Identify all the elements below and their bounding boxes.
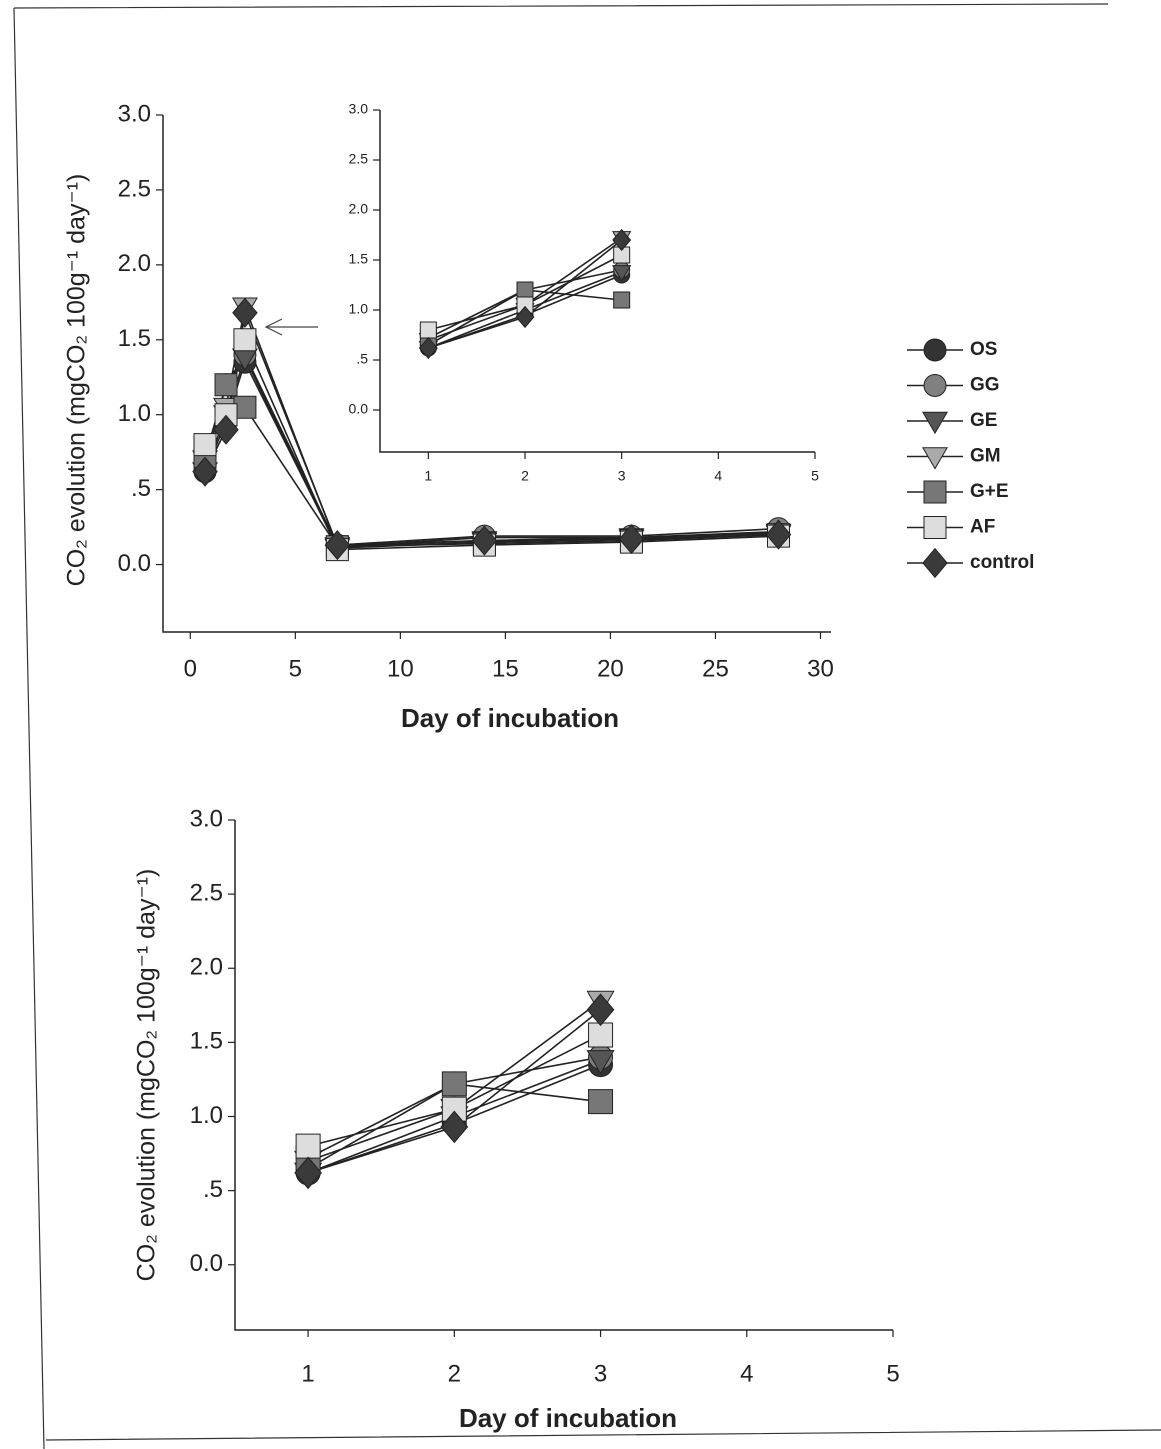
marker xyxy=(586,993,615,1027)
series-line xyxy=(204,355,779,549)
x-tick-label: 15 xyxy=(492,655,519,682)
axis-line xyxy=(162,115,831,633)
x-tick-label: 4 xyxy=(714,468,722,484)
marker xyxy=(213,414,239,445)
y-tick-label: 3.0 xyxy=(349,101,369,117)
x-tick-label: 2 xyxy=(448,1360,461,1387)
x-tick-label: 1 xyxy=(424,468,432,484)
series-line xyxy=(204,383,779,548)
marker xyxy=(516,281,534,299)
marker xyxy=(193,433,217,457)
y-tick-label: 2.5 xyxy=(118,175,151,202)
marker xyxy=(588,1089,614,1115)
page-frame xyxy=(13,3,1161,1449)
x-tick-label: 5 xyxy=(811,468,819,484)
series-line xyxy=(204,337,779,551)
legend-marker xyxy=(922,547,948,579)
y-tick-label: 0.0 xyxy=(349,401,369,417)
axis-line xyxy=(234,820,893,1331)
marker xyxy=(232,297,258,328)
x-tick-label: 3 xyxy=(594,1360,607,1387)
legend-label: GM xyxy=(970,446,1001,467)
axis-line xyxy=(379,110,815,453)
marker xyxy=(618,524,645,555)
y-tick-label: 2.0 xyxy=(190,954,223,981)
y-tick-label: .5 xyxy=(203,1176,223,1203)
x-tick-label: 4 xyxy=(740,1360,753,1387)
marker xyxy=(588,1022,614,1048)
y-tick-label: 2.0 xyxy=(349,201,369,217)
pointer-arrow xyxy=(264,318,318,336)
marker xyxy=(295,1133,321,1159)
marker xyxy=(324,530,351,561)
x-tick-label: 25 xyxy=(702,655,729,682)
x-tick-label: 5 xyxy=(289,655,302,682)
y-tick-label: 1.5 xyxy=(349,251,369,267)
marker xyxy=(419,321,437,339)
marker xyxy=(613,291,631,309)
marker xyxy=(612,228,632,252)
y-tick-label: 1.0 xyxy=(118,400,151,427)
marker xyxy=(471,525,498,556)
x-axis-label: Day of incubation xyxy=(401,703,619,733)
y-tick-label: 1.5 xyxy=(118,325,151,352)
x-tick-label: 10 xyxy=(387,655,414,682)
x-tick-label: 30 xyxy=(807,655,834,682)
legend-label: OS xyxy=(970,339,997,360)
x-axis-label: Day of incubation xyxy=(459,1403,677,1433)
x-tick-label: 1 xyxy=(301,1360,314,1387)
y-tick-label: 0.0 xyxy=(190,1250,223,1277)
legend-marker xyxy=(923,480,947,504)
marker xyxy=(440,1110,469,1144)
legend-marker xyxy=(923,338,947,362)
marker xyxy=(294,1156,322,1190)
marker xyxy=(765,519,792,550)
y-tick-label: 0.0 xyxy=(118,550,151,577)
marker xyxy=(233,328,257,352)
marker xyxy=(418,336,438,360)
y-tick-label: 1.0 xyxy=(349,301,369,317)
legend-label: G+E xyxy=(970,481,1009,502)
y-tick-label: .5 xyxy=(131,475,151,502)
marker xyxy=(586,1050,615,1075)
y-tick-label: 3.0 xyxy=(190,805,223,832)
y-axis-label: CO₂ evolution (mgCO₂ 100g⁻¹ day⁻¹) xyxy=(133,869,161,1282)
legend-marker xyxy=(923,516,947,539)
series-line xyxy=(204,353,779,546)
legend-marker xyxy=(922,447,948,470)
y-tick-label: 1.5 xyxy=(190,1028,223,1055)
marker xyxy=(441,1096,467,1122)
legend-label: GE xyxy=(970,410,997,431)
y-tick-label: .5 xyxy=(356,351,368,367)
marker xyxy=(192,456,218,487)
marker xyxy=(611,265,632,282)
marker xyxy=(441,1071,467,1097)
x-tick-label: 5 xyxy=(886,1360,899,1387)
x-tick-label: 0 xyxy=(184,655,197,682)
x-tick-label: 3 xyxy=(618,468,626,484)
series-line xyxy=(204,309,779,546)
y-tick-label: 3.0 xyxy=(118,100,151,127)
y-tick-label: 1.0 xyxy=(190,1102,223,1129)
marker xyxy=(516,296,534,314)
y-axis-label: CO₂ evolution (mgCO₂ 100g⁻¹ day⁻¹) xyxy=(63,174,91,587)
y-tick-label: 2.0 xyxy=(118,250,151,277)
legend-label: GG xyxy=(970,375,1000,396)
legend-label: AF xyxy=(970,517,995,538)
x-tick-label: 2 xyxy=(521,468,529,484)
legend-marker xyxy=(923,374,947,397)
marker xyxy=(515,305,535,329)
legend-marker xyxy=(922,411,948,435)
x-tick-label: 20 xyxy=(597,655,624,682)
y-tick-label: 2.5 xyxy=(349,151,369,167)
y-tick-label: 2.5 xyxy=(190,879,223,906)
legend-label: control xyxy=(970,552,1034,573)
marker xyxy=(214,373,238,397)
